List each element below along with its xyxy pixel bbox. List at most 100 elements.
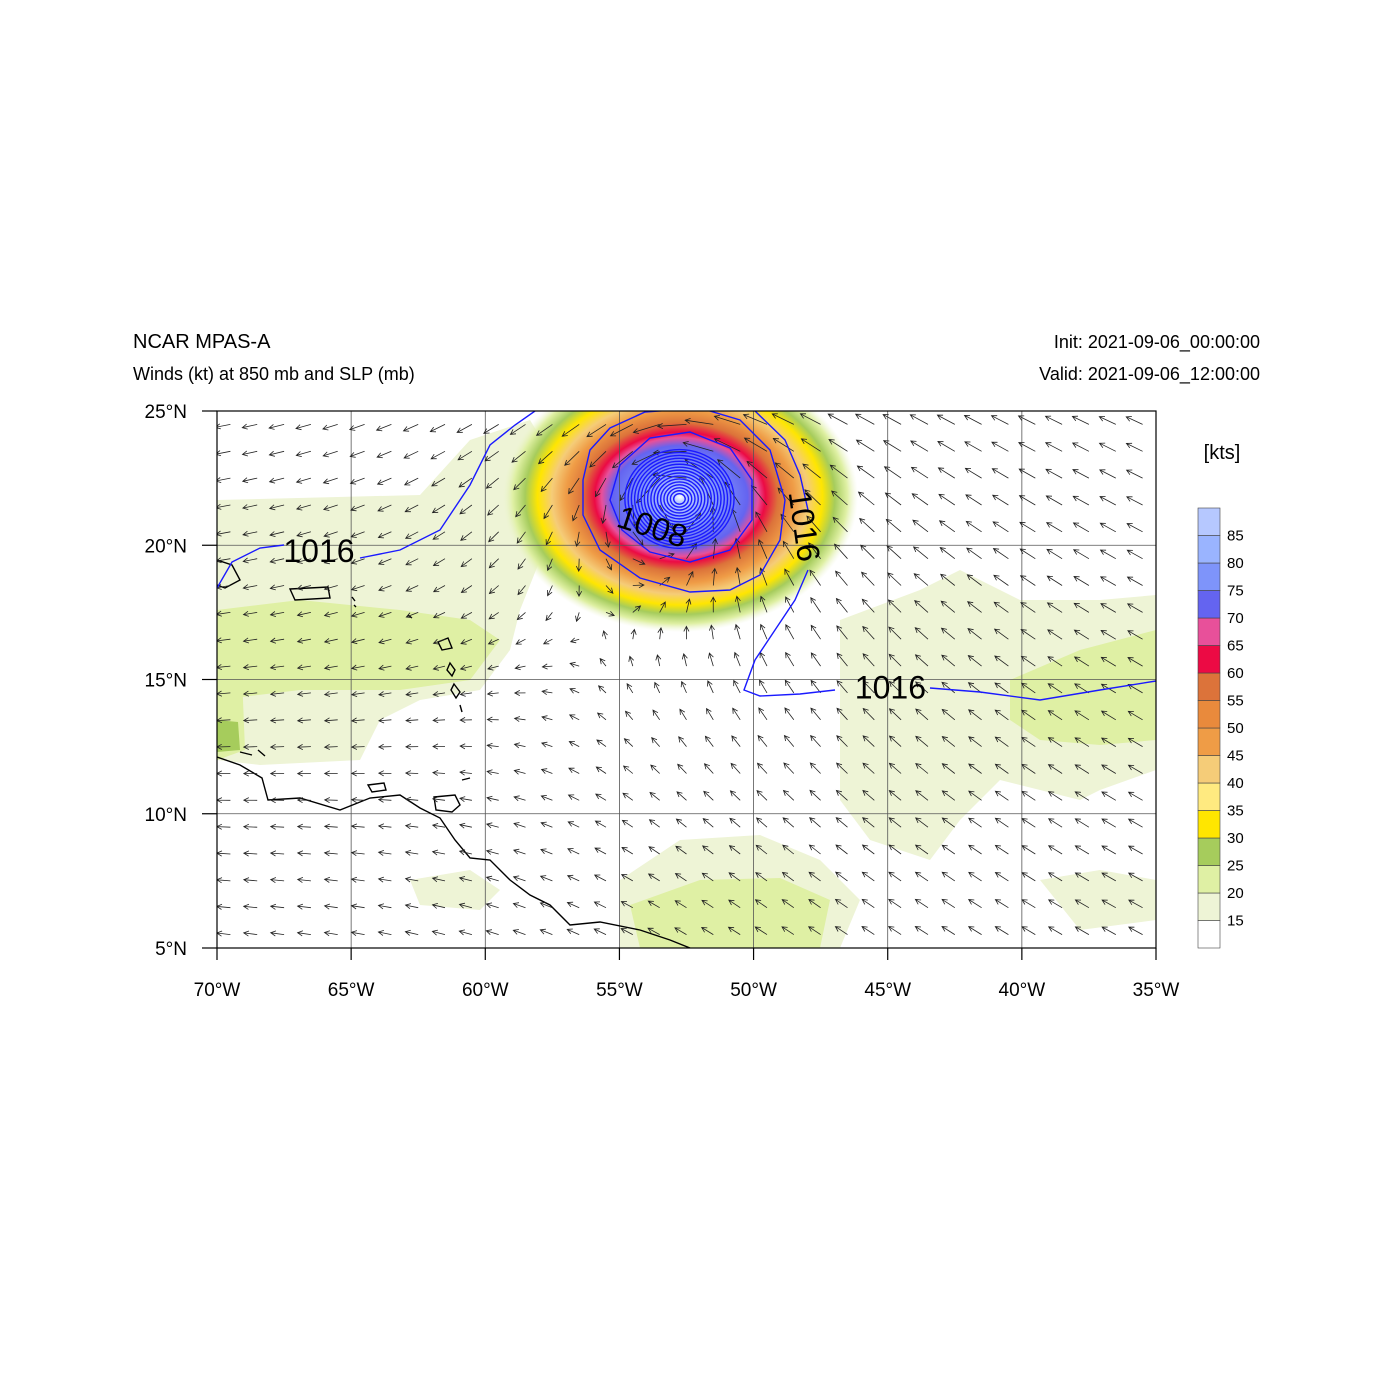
colorbar-label: 75 [1227,583,1244,600]
wind-vector [1019,575,1036,586]
wind-vector [915,681,929,694]
wind-vector [678,736,687,747]
wind-vector [888,844,902,855]
wind-vector [567,794,580,801]
wind-vector [1044,415,1063,425]
coastline-puerto-rico [288,586,331,601]
colorbar-label: 40 [1227,775,1244,792]
colorbar-swatch [1197,700,1221,729]
wind-vector [1071,442,1090,452]
colorbar-swatch [1197,590,1221,619]
wind-vector [323,930,338,937]
wind-vector [217,717,231,724]
shading-band-west-strong [217,600,500,700]
colorbar-swatch [1197,865,1221,894]
wind-vector [774,462,795,479]
wind-vector [377,903,392,910]
wind-vector [620,874,633,882]
wind-vector [540,477,553,493]
wind-vector [861,926,875,935]
wind-vector [242,637,258,644]
wind-vector [621,819,634,828]
wind-vector [676,791,687,801]
colorbar-label: 55 [1227,693,1244,710]
wind-vector [296,823,311,830]
wind-vector [241,423,258,430]
wind-vector [350,823,365,830]
wind-vector [914,627,929,640]
wind-vector [941,708,956,721]
wind-vector [322,477,338,485]
wind-vector [966,547,982,560]
wind-vector [835,597,848,613]
wind-vector [782,789,795,801]
colorbar-label: 80 [1227,555,1244,572]
wind-vector [914,844,929,855]
wind-vector [915,708,929,721]
wind-vector [808,899,821,909]
wind-vector [885,518,902,533]
wind-vector [241,450,258,457]
wind-vector [655,654,662,667]
wind-vector [1044,442,1063,452]
wind-vector [941,736,956,747]
wind-vector [605,611,616,617]
wind-vector [378,585,392,592]
wind-vector [403,477,419,486]
wind-vector [857,491,875,506]
wind-vector [915,735,929,747]
wind-vector [1127,818,1143,828]
wind-vector [487,664,499,671]
colorbar-label: 60 [1227,665,1244,682]
wind-vector [377,930,392,936]
wind-vector [377,504,392,512]
wind-vector [404,770,419,777]
wind-vector [459,769,472,776]
colorbar-swatch [1197,755,1221,784]
wind-vector [994,709,1009,721]
wind-vector [323,770,338,777]
wind-vector [1074,845,1090,855]
wind-vector [568,741,580,747]
wind-vector [861,898,875,909]
wind-vector [377,796,392,803]
wind-vector [296,877,311,883]
wind-vector [734,595,741,613]
colorbar: 15 20 25 30 35 40 45 50 55 60 65 70 75 80 85 [kts] [1197,442,1244,949]
wind-vector [1047,818,1063,828]
wind-vector [941,817,956,828]
lat-tick-label: 10°N [145,805,187,826]
wind-vector [377,531,392,539]
wind-vector [242,690,258,697]
wind-vector [854,413,875,425]
wind-vector [575,612,581,623]
wind-vector [486,716,499,723]
wind-vector [513,690,526,696]
wind-vector [593,874,607,882]
wind-vector [296,744,311,750]
wind-vector [808,844,821,855]
wind-vector [513,742,526,749]
wind-vector [295,450,312,457]
wind-vector [242,530,258,537]
wind-vector [242,743,258,750]
wind-vector [994,926,1009,935]
wind-vector [743,437,768,452]
wind-vector [323,903,338,910]
wind-vector [622,792,634,801]
wind-vector [540,795,553,801]
wind-vector [1100,629,1117,640]
wind-vector [679,708,687,721]
wind-vector [568,714,580,721]
inner-isobar [627,451,732,547]
wind-vector [735,566,741,586]
wind-vector [541,663,553,670]
wind-vector [458,822,472,829]
wind-vector [993,574,1009,586]
wind-vector [835,817,848,828]
wind-vector [1126,576,1143,586]
coastline-grenada [459,704,463,713]
wind-vector [242,610,258,617]
wind-vector [732,707,741,721]
